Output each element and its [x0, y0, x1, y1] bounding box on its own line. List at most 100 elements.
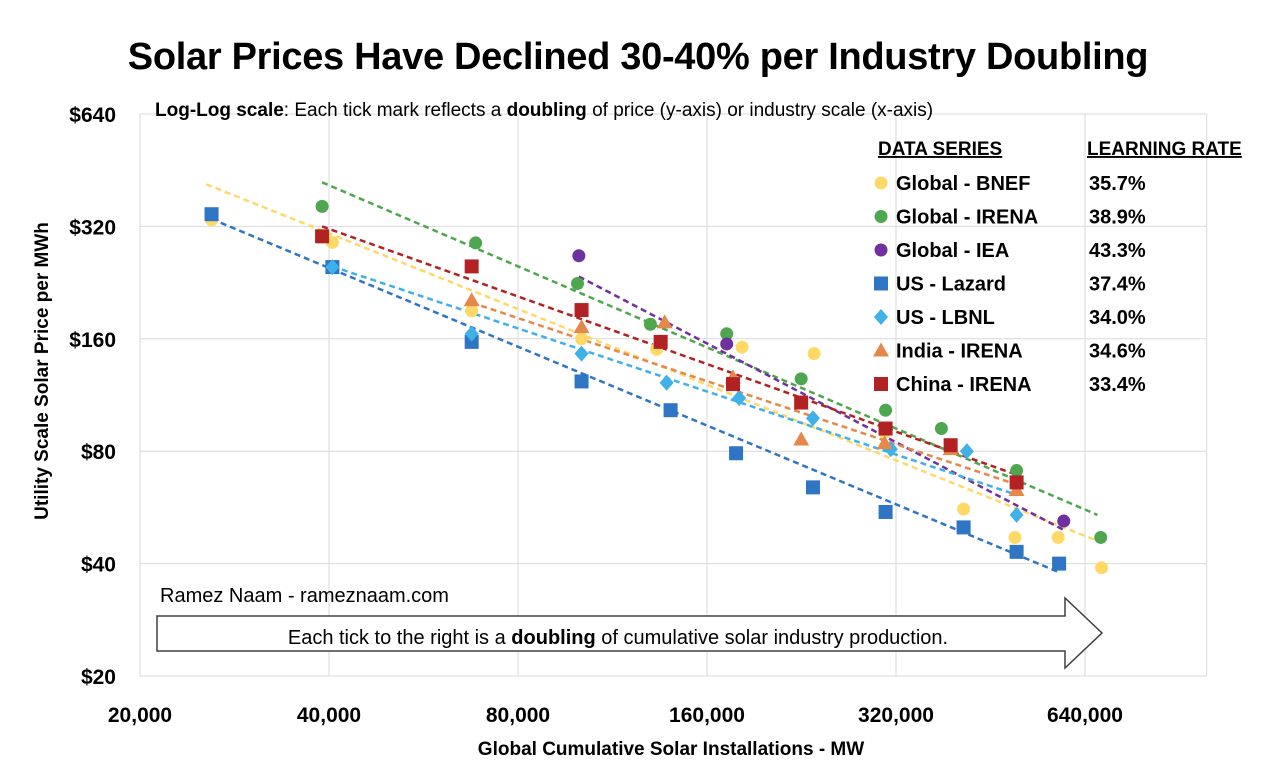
legend-marker-global-irena	[874, 210, 888, 223]
data-point-china-irena	[943, 438, 958, 453]
legend-marker-global-bnef	[874, 176, 888, 190]
data-point-global-bnef	[325, 235, 339, 249]
data-point-global-irena	[720, 327, 734, 341]
data-point-us-lazard	[663, 403, 678, 418]
data-point-us-lazard	[805, 480, 820, 495]
data-point-china-irena	[878, 421, 893, 436]
data-point-global-iea	[572, 249, 586, 263]
y-axis-label: Utility Scale Solar Price per MWh	[32, 222, 53, 520]
data-point-global-bnef	[735, 340, 749, 354]
learning-rate-india-irena: 34.6%	[1089, 341, 1146, 363]
legend-label-china-irena: China - IRENA	[896, 374, 1032, 396]
arrow-shape	[156, 596, 1104, 670]
legend-header-series: DATA SERIES	[878, 139, 1002, 160]
legend-marker-us-lbnl	[874, 309, 888, 325]
data-point-us-lazard	[1052, 556, 1067, 571]
series-us-lbnl	[325, 259, 1024, 523]
x-tick-label: 160,000	[669, 704, 745, 727]
data-point-global-irena	[934, 422, 948, 436]
data-point-us-lbnl	[574, 345, 589, 362]
data-point-global-bnef	[1051, 530, 1065, 544]
x-axis-label: Global Cumulative Solar Installations - …	[478, 739, 864, 760]
data-point-us-lazard	[1009, 544, 1024, 559]
y-tick-label: $320	[69, 216, 116, 239]
data-point-us-lbnl	[959, 443, 974, 460]
y-tick-label: $40	[81, 554, 116, 577]
y-tick-labels: $20 $40 $80 $160 $320 $640	[69, 104, 116, 689]
arrow-caption: Each tick to the right is a doubling of …	[288, 627, 948, 649]
legend: DATA SERIES LEARNING RATE Global - BNEF 35.…	[873, 139, 1242, 396]
x-tick-label: 320,000	[858, 704, 934, 727]
data-point-global-iea	[720, 337, 734, 351]
data-point-us-lbnl	[464, 325, 479, 342]
legend-label-india-irena: India - IRENA	[896, 341, 1023, 363]
data-point-global-irena	[879, 403, 893, 417]
data-point-global-iea	[1057, 514, 1071, 528]
learning-rate-global-iea: 43.3%	[1089, 240, 1146, 262]
trend-line-us-lbnl	[331, 265, 1019, 497]
data-point-us-lbnl	[805, 410, 820, 427]
data-point-global-bnef	[957, 502, 971, 516]
data-point-us-lazard	[464, 334, 479, 349]
data-point-us-lbnl	[659, 374, 674, 391]
data-point-us-lbnl	[1009, 506, 1024, 523]
legend-label-global-bnef: Global - BNEF	[896, 173, 1030, 195]
series-global-irena	[315, 199, 1108, 544]
y-tick-label: $20	[81, 666, 116, 689]
legend-marker-us-lazard	[874, 276, 888, 291]
learning-rate-global-bnef: 35.7%	[1089, 173, 1146, 195]
data-point-global-irena	[315, 199, 329, 213]
data-point-india-irena	[573, 319, 590, 334]
credit-text: Ramez Naam - rameznaam.com	[160, 585, 449, 607]
trend-line-global-iea	[578, 275, 1066, 532]
data-point-china-irena	[725, 377, 740, 392]
data-point-us-lazard	[204, 207, 219, 222]
data-point-global-irena	[643, 317, 657, 331]
series-us-lazard	[204, 207, 1067, 571]
legend-label-global-iea: Global - IEA	[896, 240, 1009, 262]
trend-line-global-bnef	[205, 183, 1098, 543]
x-tick-label: 640,000	[1047, 704, 1123, 727]
trend-lines	[205, 181, 1098, 574]
data-point-china-irena	[574, 303, 589, 318]
data-point-global-bnef	[575, 332, 589, 346]
learning-rate-us-lazard: 37.4%	[1089, 274, 1146, 296]
data-point-india-irena	[876, 435, 893, 450]
legend-marker-india-irena	[873, 342, 889, 357]
legend-marker-global-iea	[874, 243, 888, 257]
data-point-china-irena	[653, 334, 668, 349]
trend-line-global-irena	[321, 181, 1098, 517]
x-tick-labels: 20,000 40,000 80,000 160,000 320,000 640,000	[108, 704, 1123, 727]
data-point-us-lazard	[956, 520, 971, 535]
data-point-india-irena	[463, 292, 480, 307]
data-point-global-irena	[794, 372, 808, 386]
data-point-global-bnef	[465, 304, 479, 318]
grid-lines	[139, 113, 1208, 677]
legend-label-us-lbnl: US - LBNL	[896, 307, 995, 329]
trend-line-china-irena	[321, 225, 1019, 477]
learning-rate-us-lbnl: 34.0%	[1089, 307, 1146, 329]
data-point-us-lbnl	[732, 390, 747, 407]
learning-rate-global-irena: 38.9%	[1089, 207, 1146, 229]
data-point-global-irena	[570, 277, 584, 291]
data-point-china-irena	[464, 259, 479, 274]
legend-marker-china-irena	[874, 377, 888, 391]
data-point-china-irena	[794, 395, 809, 410]
data-point-china-irena	[315, 229, 330, 244]
data-point-global-irena	[1094, 530, 1108, 544]
chart-title: Solar Prices Have Declined 30-40% per In…	[127, 36, 1149, 78]
data-point-china-irena	[1009, 475, 1024, 490]
y-tick-label: $80	[81, 441, 116, 464]
data-point-global-irena	[469, 236, 483, 250]
y-tick-label: $160	[69, 329, 116, 352]
legend-label-global-irena: Global - IRENA	[896, 207, 1038, 229]
data-point-global-bnef	[807, 347, 821, 361]
subtitle: Log-Log scale: Each tick mark reflects a…	[155, 100, 933, 121]
trend-line-us-lazard	[211, 217, 1059, 574]
data-point-us-lazard	[729, 446, 744, 461]
y-tick-label: $640	[69, 104, 116, 127]
data-point-us-lazard	[574, 374, 589, 389]
series-global-iea	[572, 249, 1071, 528]
learning-rate-china-irena: 33.4%	[1089, 374, 1146, 396]
trend-line-india-irena	[471, 301, 1019, 487]
